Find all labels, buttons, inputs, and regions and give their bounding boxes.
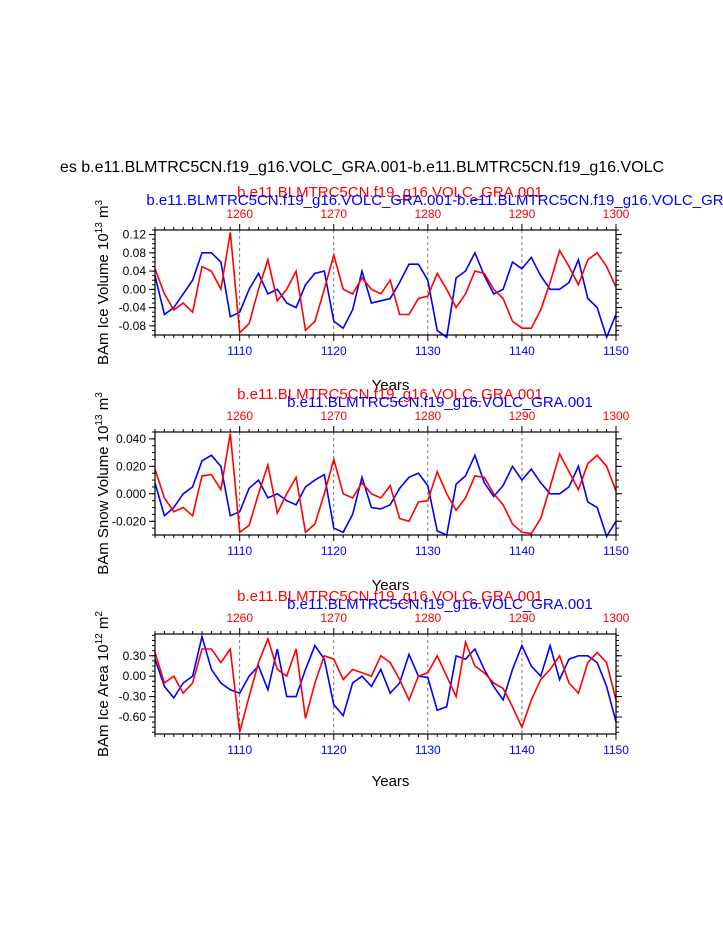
series-line-blue bbox=[154, 250, 617, 340]
y-axis-label-part: 13 bbox=[94, 414, 105, 426]
y-axis-label-part: m bbox=[95, 617, 112, 634]
series-line-red bbox=[154, 433, 617, 535]
x-tick-label-blue: 1140 bbox=[509, 743, 535, 757]
x-tick-label-blue: 1130 bbox=[415, 344, 441, 358]
y-tick-label: -0.04 bbox=[119, 301, 147, 315]
plot-frame bbox=[154, 431, 617, 536]
y-tick-label: -0.020 bbox=[112, 514, 146, 528]
panel-title-blue: b.e11.BLMTRC5CN.f19_g16.VOLC_GRA.001-b.e… bbox=[146, 192, 723, 209]
y-tick-label: -0.60 bbox=[119, 710, 147, 724]
x-tick-label-blue: 1140 bbox=[509, 344, 535, 358]
x-tick-label-red: 1290 bbox=[509, 611, 536, 625]
y-tick-label: 0.00 bbox=[123, 669, 147, 683]
y-axis-label-part: BAm Snow Volume 10 bbox=[95, 426, 112, 575]
x-tick-label-blue: 1110 bbox=[227, 743, 252, 757]
y-axis-label-part: 3 bbox=[94, 392, 105, 398]
x-tick-label-red: 1270 bbox=[320, 409, 347, 423]
x-axis-label: Years bbox=[372, 377, 410, 394]
x-tick-label-blue: 1150 bbox=[603, 743, 629, 757]
panel-title-red: b.e11.BLMTRC5CN.f19_g16.VOLC_GRA.001 bbox=[237, 386, 543, 403]
x-tick-label-red: 1280 bbox=[414, 409, 441, 423]
x-tick-label-red: 1260 bbox=[226, 207, 253, 221]
x-tick-label-red: 1300 bbox=[603, 409, 630, 423]
panel-1: b.e11.BLMTRC5CN.f19_g16.VOLC_GRA.001b.e1… bbox=[94, 184, 723, 394]
x-tick-label-blue: 1120 bbox=[321, 344, 347, 358]
y-axis-label: BAm Ice Volume 1013 m3 bbox=[94, 200, 112, 366]
panel-title-red: b.e11.BLMTRC5CN.f19_g16.VOLC_GRA.001 bbox=[237, 184, 543, 201]
y-tick-label: 0.00 bbox=[123, 282, 147, 296]
panel-title-red: b.e11.BLMTRC5CN.f19_g16.VOLC_GRA.001 bbox=[237, 588, 543, 605]
x-tick-label-red: 1300 bbox=[603, 611, 630, 625]
y-tick-label: 0.08 bbox=[123, 246, 147, 260]
panel-title-blue: b.e11.BLMTRC5CN.f19_g16.VOLC_GRA.001 bbox=[287, 394, 593, 411]
y-axis-label-part: m bbox=[95, 398, 112, 415]
panel-3: b.e11.BLMTRC5CN.f19_g16.VOLC_GRA.001b.e1… bbox=[94, 588, 630, 790]
x-tick-label-blue: 1150 bbox=[603, 544, 629, 558]
x-tick-label-blue: 1140 bbox=[509, 544, 535, 558]
y-tick-label: 0.020 bbox=[116, 459, 146, 473]
series-line-blue bbox=[154, 453, 617, 539]
x-tick-label-red: 1280 bbox=[414, 611, 441, 625]
x-tick-label-red: 1280 bbox=[414, 207, 441, 221]
x-axis-label: Years bbox=[372, 773, 410, 790]
y-tick-label: 0.040 bbox=[116, 432, 146, 446]
series-line-blue bbox=[154, 633, 617, 723]
series-line-red bbox=[154, 636, 617, 733]
figure-title: es b.e11.BLMTRC5CN.f19_g16.VOLC_GRA.001-… bbox=[60, 159, 664, 176]
y-axis-label-part: 2 bbox=[94, 611, 105, 617]
x-tick-label-red: 1290 bbox=[509, 207, 536, 221]
x-tick-label-blue: 1130 bbox=[415, 544, 441, 558]
y-axis-label: BAm Snow Volume 1013 m3 bbox=[94, 392, 112, 575]
y-axis-label-part: 3 bbox=[94, 200, 105, 206]
y-axis-label-part: BAm Ice Area 10 bbox=[95, 644, 112, 757]
panel-title-blue: b.e11.BLMTRC5CN.f19_g16.VOLC_GRA.001 bbox=[287, 596, 593, 613]
y-axis-label-part: BAm Ice Volume 10 bbox=[95, 233, 112, 365]
x-tick-label-red: 1270 bbox=[320, 207, 347, 221]
y-tick-label: -0.08 bbox=[119, 319, 147, 333]
plot-frame bbox=[154, 633, 617, 735]
x-tick-label-red: 1300 bbox=[603, 207, 630, 221]
y-axis-label-part: m bbox=[95, 206, 112, 223]
y-tick-label: 0.04 bbox=[123, 264, 147, 278]
y-tick-label: 0.000 bbox=[116, 487, 146, 501]
x-tick-label-red: 1260 bbox=[226, 611, 253, 625]
y-tick-label: 0.12 bbox=[123, 228, 147, 242]
x-axis-label: Years bbox=[372, 577, 410, 594]
x-tick-label-blue: 1120 bbox=[321, 743, 347, 757]
x-tick-label-red: 1260 bbox=[226, 409, 253, 423]
series-line-red bbox=[154, 232, 617, 335]
x-tick-label-red: 1290 bbox=[509, 409, 536, 423]
x-tick-label-blue: 1120 bbox=[321, 544, 347, 558]
plot-frame bbox=[154, 229, 617, 336]
y-axis-label: BAm Ice Area 1012 m2 bbox=[94, 611, 112, 757]
y-axis-label-part: 12 bbox=[94, 633, 105, 645]
y-tick-label: 0.30 bbox=[123, 649, 147, 663]
x-tick-label-blue: 1110 bbox=[227, 344, 252, 358]
x-tick-label-blue: 1130 bbox=[415, 743, 441, 757]
y-axis-label-part: 13 bbox=[94, 222, 105, 234]
x-tick-label-red: 1270 bbox=[320, 611, 347, 625]
y-tick-label: -0.30 bbox=[119, 690, 147, 704]
panel-2: b.e11.BLMTRC5CN.f19_g16.VOLC_GRA.001b.e1… bbox=[94, 386, 630, 594]
x-tick-label-blue: 1150 bbox=[603, 344, 629, 358]
x-tick-label-blue: 1110 bbox=[227, 544, 252, 558]
